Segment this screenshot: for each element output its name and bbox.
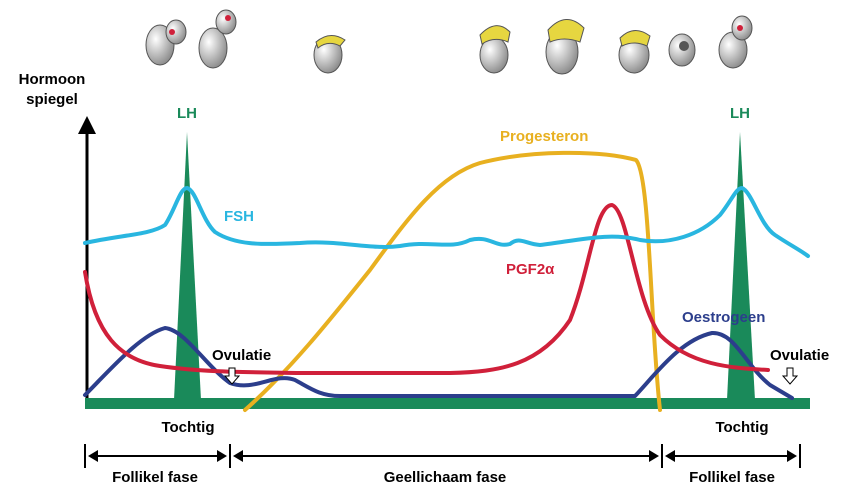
phase-label: Geellichaam fase bbox=[384, 469, 507, 486]
progesterone-label: Progesteron bbox=[500, 128, 588, 145]
diagram: Hormoon spiegel LH LH FSH Progesteron PG… bbox=[0, 0, 846, 489]
phase-arrows bbox=[85, 444, 800, 468]
arrow-head bbox=[649, 450, 659, 462]
ovulation-label: Ovulatie bbox=[770, 347, 829, 364]
arrow-head bbox=[665, 450, 675, 462]
dot bbox=[679, 41, 689, 51]
estrogen-label: Oestrogeen bbox=[682, 309, 765, 326]
dot bbox=[169, 29, 175, 35]
arrow-head bbox=[233, 450, 243, 462]
y-axis-label: spiegel bbox=[26, 91, 78, 108]
phase-label: Follikel fase bbox=[689, 469, 775, 486]
lh-peak bbox=[174, 132, 201, 400]
lh-label: LH bbox=[730, 105, 750, 122]
corpus-luteum bbox=[548, 19, 584, 42]
arrow-head bbox=[787, 450, 797, 462]
pgf2a-label: PGF2α bbox=[506, 261, 555, 278]
lh-peak bbox=[727, 132, 755, 400]
fsh-label: FSH bbox=[224, 208, 254, 225]
arrow-head bbox=[217, 450, 227, 462]
arrow-head bbox=[88, 450, 98, 462]
ovary bbox=[199, 28, 227, 68]
follicle bbox=[216, 10, 236, 34]
lh-label: LH bbox=[177, 105, 197, 122]
ovulation-label: Ovulatie bbox=[212, 347, 271, 364]
ovary-icons bbox=[146, 10, 752, 74]
fsh-curve bbox=[85, 188, 808, 256]
y-axis-arrow bbox=[78, 116, 96, 134]
y-axis-label: Hormoon bbox=[19, 71, 86, 88]
heat-label: Tochtig bbox=[715, 419, 768, 436]
dot bbox=[737, 25, 743, 31]
dot bbox=[225, 15, 231, 21]
ovulation-arrow bbox=[783, 368, 797, 384]
phase-label: Follikel fase bbox=[112, 469, 198, 486]
heat-label: Tochtig bbox=[161, 419, 214, 436]
